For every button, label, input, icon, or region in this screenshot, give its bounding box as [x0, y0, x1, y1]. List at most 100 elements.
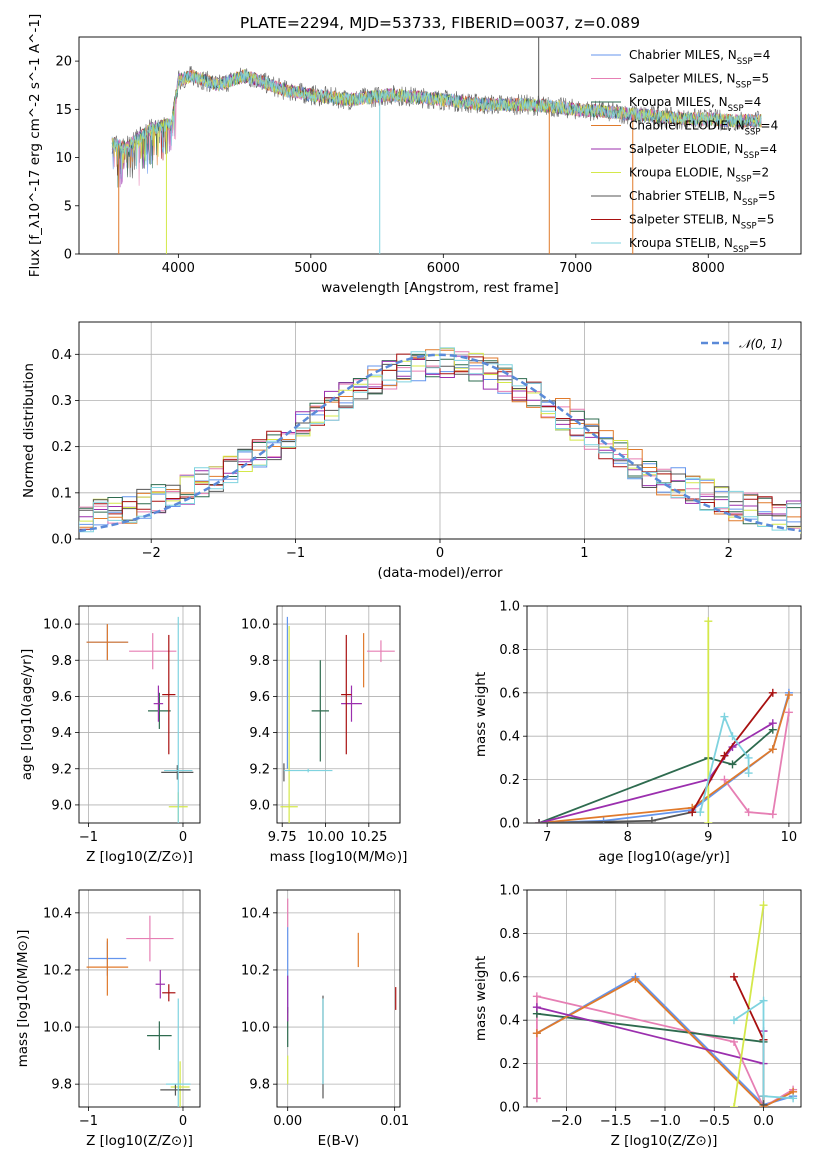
- y-axis-label: mass weight: [473, 672, 489, 757]
- weight-marker-salpeter-stelib: [768, 688, 777, 697]
- legend-label: 𝒩(0, 1): [739, 337, 783, 351]
- legend-label: Salpeter ELODIE, NSSP=4: [629, 142, 777, 161]
- x-axis-label: Z [log10(Z/Z⊙)]: [611, 1133, 718, 1149]
- weight-marker-salpeter-miles: [532, 1094, 541, 1103]
- errorbar-point-kroupa-elodie: [170, 1061, 190, 1107]
- age-vs-mass-panel: 9.75 10.00 10.25 9.0 9.2 9.4 9.6 9.8 10.0 mass [l…: [241, 605, 408, 865]
- y-tick-label: 10.0: [241, 1021, 270, 1036]
- y-tick-label: 9.6: [51, 690, 72, 705]
- spectrum-series-kroupa-stelib: [111, 70, 762, 179]
- y-tick-label: 0.2: [51, 440, 72, 455]
- errorbar-point-kroupa-stelib: [283, 768, 333, 773]
- legend-label: Salpeter STELIB, NSSP=5: [629, 213, 774, 232]
- plot-area: [287, 898, 397, 1099]
- x-tick-label: 6000: [427, 261, 460, 276]
- weight-marker-kroupa-stelib: [728, 732, 737, 741]
- x-tick-label: 7: [543, 830, 551, 845]
- weight-marker-chabrier-stelib: [759, 1100, 768, 1107]
- y-tick-label: 9.8: [51, 1078, 72, 1093]
- errorbar-point-salpeter-miles: [367, 640, 395, 663]
- weight-marker-kroupa-elodie: [729, 1103, 738, 1107]
- errorbar-point-chabrier-stelib: [160, 1084, 191, 1096]
- errorbar-point-kroupa-stelib: [165, 998, 191, 1107]
- axes-frame: [78, 605, 201, 824]
- x-tick-label: −2.0: [551, 1114, 583, 1129]
- y-tick-label: 0.4: [499, 730, 520, 745]
- weight-line-salpeter-miles: [723, 712, 790, 816]
- y-tick-label: 0.6: [499, 686, 520, 701]
- y-tick-label: 9.4: [51, 726, 72, 741]
- x-axis-label: (data-model)/error: [377, 565, 503, 581]
- x-tick-label: 2: [725, 546, 733, 561]
- y-tick-label: 9.0: [249, 798, 270, 813]
- x-tick-label: −0.5: [698, 1114, 730, 1129]
- x-tick-label: −2: [142, 546, 161, 561]
- y-tick-label: 10.0: [43, 1021, 72, 1036]
- y-tick-label: 0.4: [51, 348, 72, 363]
- weight-vs-age-panel: 7 8 9 10 0.0 0.2 0.4 0.6 0.8 1.0 age [log10(age/yr…: [473, 600, 802, 865]
- y-tick-label: 0.8: [499, 643, 520, 658]
- y-tick-label: 10: [55, 151, 72, 166]
- x-axis-label: Z [log10(Z/Z⊙)]: [86, 849, 193, 865]
- y-tick-label: 0.0: [51, 533, 72, 548]
- y-tick-label: 20: [55, 55, 72, 70]
- plot-area: [86, 616, 194, 823]
- y-tick-label: 0.8: [499, 927, 520, 942]
- weight-marker-salpeter-stelib: [729, 972, 738, 981]
- errorbar-point-kroupa-miles: [148, 692, 171, 729]
- y-tick-label: 0.2: [499, 773, 520, 788]
- weight-marker-kroupa-stelib: [729, 1016, 738, 1025]
- x-axis-label: Z [log10(Z/Z⊙)]: [86, 1133, 193, 1149]
- axes-frame: [526, 605, 802, 824]
- x-axis-label: mass [log10(M/M⊙)]: [270, 849, 408, 865]
- y-tick-label: 0.6: [499, 970, 520, 985]
- weight-marker-kroupa-stelib: [744, 769, 753, 778]
- weight-marker-chabrier-stelib: [647, 816, 656, 823]
- weight-marker-kroupa-stelib: [789, 1094, 798, 1103]
- y-tick-label: 0.0: [499, 1101, 520, 1116]
- y-tick-label: 9.8: [51, 654, 72, 669]
- errorbar-point-kroupa-elodie: [280, 625, 298, 823]
- weight-line-chabrier-elodie: [536, 977, 794, 1107]
- weight-line-chabrier-elodie: [539, 694, 790, 823]
- y-axis-label: mass [log10(M/M⊙)]: [15, 930, 31, 1068]
- y-tick-label: 10.4: [241, 906, 270, 921]
- x-tick-label: 4000: [162, 261, 195, 276]
- y-tick-label: 10.0: [43, 618, 72, 633]
- histogram-kroupa-stelib: [79, 347, 801, 533]
- weight-marker-chabrier-elodie: [784, 690, 793, 699]
- x-tick-label: 7000: [559, 261, 592, 276]
- x-axis-label: wavelength [Angstrom, rest frame]: [321, 280, 559, 296]
- axes-frame: [276, 889, 401, 1108]
- x-tick-label: −1: [79, 830, 98, 845]
- x-tick-label: 1: [580, 546, 588, 561]
- x-tick-label: 0.01: [380, 1114, 409, 1129]
- weight-marker-salpeter-miles: [720, 775, 729, 784]
- x-tick-label: 10: [781, 830, 798, 845]
- x-tick-label: 0: [179, 830, 187, 845]
- plot-area: [111, 37, 762, 254]
- errorbar-point-chabrier-stelib: [161, 765, 194, 780]
- axes-frame: [78, 321, 802, 540]
- weight-marker-kroupa-stelib: [759, 996, 768, 1005]
- y-tick-label: 5: [64, 199, 72, 214]
- x-tick-label: 9: [704, 830, 712, 845]
- weight-marker-salpeter-miles: [768, 810, 777, 819]
- x-tick-label: 5000: [294, 261, 327, 276]
- weight-marker-salpeter-stelib: [720, 751, 729, 760]
- errorbar-point-salpeter-elodie: [155, 969, 166, 999]
- y-tick-label: 1.0: [499, 600, 520, 615]
- x-axis-label: E(B-V): [318, 1133, 360, 1149]
- y-tick-label: 0.2: [499, 1057, 520, 1072]
- weight-marker-salpeter-miles: [729, 1037, 738, 1046]
- plot-area: [79, 347, 801, 534]
- x-tick-label: 8000: [692, 261, 725, 276]
- weight-marker-chabrier-elodie: [631, 974, 640, 983]
- weight-marker-kroupa-miles: [728, 760, 737, 769]
- weight-line-salpeter-elodie: [536, 1006, 765, 1065]
- x-tick-label: 10.25: [350, 830, 387, 845]
- y-tick-label: 10.2: [241, 963, 270, 978]
- weight-marker-salpeter-miles: [532, 992, 541, 1001]
- y-tick-label: 0.3: [51, 394, 72, 409]
- axes-frame: [276, 605, 401, 824]
